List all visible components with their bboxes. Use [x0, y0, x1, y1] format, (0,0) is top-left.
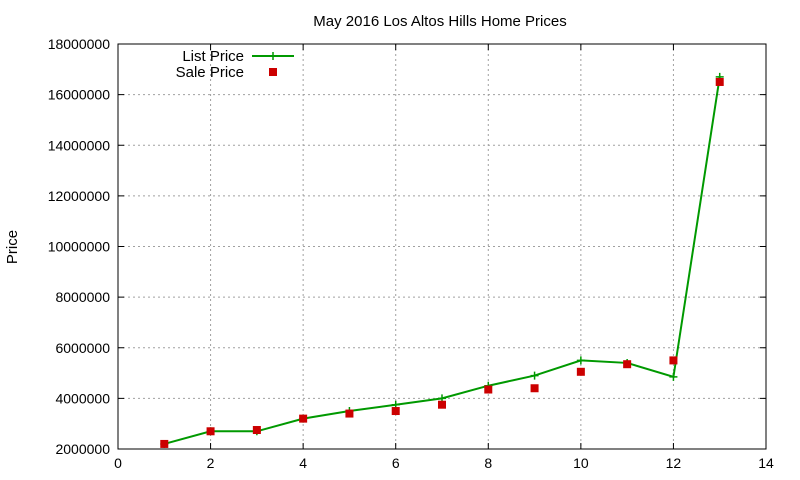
legend-marker-list-price	[269, 52, 277, 60]
y-tick-label: 4000000	[55, 390, 110, 406]
x-tick-label: 10	[573, 455, 589, 471]
list-price-point	[576, 356, 585, 365]
sale-price-point	[299, 414, 308, 423]
x-tick-label: 12	[666, 455, 682, 471]
sale-price-point	[391, 407, 400, 416]
sale-price-point	[669, 356, 678, 365]
sale-price-point	[206, 427, 215, 436]
y-tick-label: 16000000	[48, 87, 111, 103]
list-price-point	[669, 372, 678, 381]
legend-label-list-price: List Price	[182, 48, 244, 65]
x-tick-label: 6	[392, 455, 400, 471]
chart-title: May 2016 Los Altos Hills Home Prices	[313, 13, 566, 30]
sale-price-point	[530, 384, 539, 393]
sale-price-point	[715, 77, 724, 86]
y-axis-label: Price	[4, 230, 21, 264]
y-tick-label: 14000000	[48, 137, 111, 153]
list-price-point	[530, 371, 539, 380]
y-tick-label: 8000000	[55, 289, 110, 305]
x-tick-label: 14	[758, 455, 774, 471]
sale-price-point	[484, 385, 493, 394]
y-tick-label: 6000000	[55, 340, 110, 356]
series-layer	[160, 72, 724, 448]
y-tick-label: 2000000	[55, 441, 110, 457]
sale-price-point	[160, 439, 169, 448]
sale-price-point	[576, 367, 585, 376]
sale-price-point	[438, 400, 446, 409]
grid	[118, 44, 766, 449]
x-tick-label: 4	[299, 455, 307, 471]
x-tick-label: 0	[114, 455, 122, 471]
sale-price-point	[252, 426, 261, 435]
legend-marker-sale-price	[269, 68, 277, 76]
legend-label-sale-price: Sale Price	[176, 64, 244, 81]
sale-price-point	[345, 409, 354, 418]
x-tick-label: 8	[484, 455, 492, 471]
y-tick-label: 18000000	[48, 36, 111, 52]
x-tick-label: 2	[207, 455, 215, 471]
sale-price-point	[623, 360, 632, 369]
list-price-line	[164, 76, 721, 445]
y-tick-label: 10000000	[48, 239, 111, 255]
y-tick-label: 12000000	[48, 188, 111, 204]
axes: 0 2 4 6 8 10 12 14 2000000 4000000 6000000 8000000 1…	[48, 36, 774, 471]
